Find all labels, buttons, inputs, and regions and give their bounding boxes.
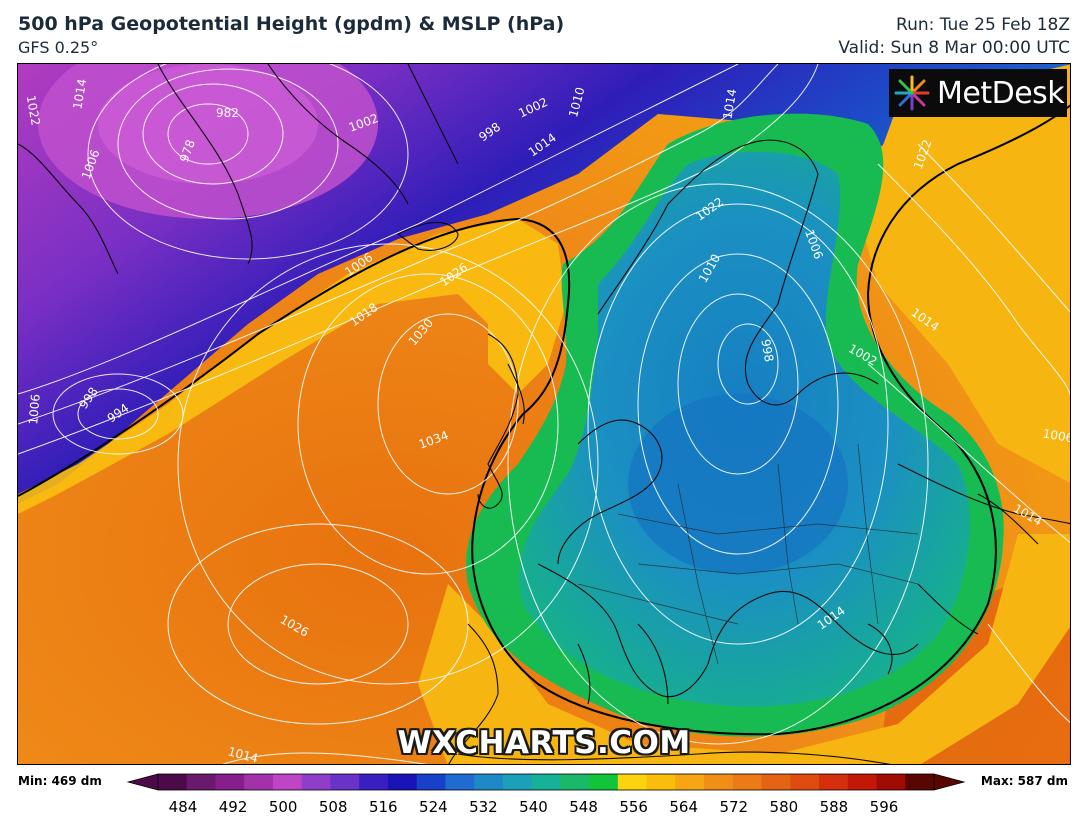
colorbar-swatch	[704, 774, 734, 790]
colorbar-tick-label: 572	[719, 798, 748, 816]
colorbar-swatch	[244, 774, 274, 790]
colorbar-swatch	[761, 774, 791, 790]
isobar-label: 1006	[1042, 426, 1071, 445]
colorbar-tick-label: 580	[770, 798, 799, 816]
colorbar-tick-label: 564	[669, 798, 698, 816]
colorbar-tick-label: 556	[619, 798, 648, 816]
valid-time: Valid: Sun 8 Mar 00:00 UTC	[838, 38, 1070, 58]
colorbar: 484 492 500 508 516 524 532 540 548 556 564 572 580 5…	[126, 773, 966, 816]
colorbar-swatch	[158, 774, 188, 790]
colorbar-swatch	[732, 774, 763, 790]
logo-text: MetDesk	[937, 75, 1065, 111]
colorbar-tick-label: 500	[269, 798, 298, 816]
colorbar-swatch	[445, 774, 475, 790]
colorbar-swatch	[474, 774, 504, 790]
isobar-label: 1014	[70, 78, 89, 111]
colorbar-tick-label: 548	[569, 798, 598, 816]
colorbar-tick-label: 524	[419, 798, 448, 816]
colorbar-border	[157, 773, 935, 791]
isobars	[18, 64, 1070, 764]
colorbar-swatch	[589, 774, 619, 790]
colorbar-swatch	[819, 774, 849, 790]
eastern-ridge-yellow	[858, 64, 1070, 483]
colorbar-swatch	[359, 774, 389, 790]
watermark: WXCHARTS.COM	[397, 725, 691, 761]
colorbar-swatch	[502, 774, 533, 790]
colorbar-swatch	[330, 774, 360, 790]
trough-yellow-rim	[418, 534, 1070, 764]
isobar-label: 1014	[226, 744, 259, 765]
colorbar-swatch	[617, 774, 648, 790]
colorbar-swatch	[531, 774, 561, 790]
colorbar-swatch	[675, 774, 705, 790]
colorbar-swatch	[301, 774, 331, 790]
colorbar-swatch	[387, 774, 418, 790]
colorbar-swatch	[215, 774, 245, 790]
chart-title: 500 hPa Geopotential Height (gpdm) & MSL…	[18, 13, 565, 35]
colorbar-tick-label: 596	[870, 798, 899, 816]
metdesk-burst-icon	[894, 75, 930, 111]
colorbar-swatch	[186, 774, 216, 790]
atlantic-ridge-yellow	[18, 219, 566, 514]
weather-map: 982 978 1022 1014 1006 1002 998 1002 101…	[17, 63, 1071, 765]
metdesk-logo: MetDesk	[889, 69, 1067, 117]
colorbar-swatch	[847, 774, 878, 790]
colorbar-swatch	[646, 774, 676, 790]
isobar-label: 1006	[26, 393, 43, 425]
isobar-label: 1022	[24, 94, 43, 127]
colorbar-tick-label: 532	[469, 798, 498, 816]
colorbar-swatch	[560, 774, 590, 790]
colorbar-swatch	[905, 774, 935, 790]
coastlines	[18, 64, 1070, 764]
isobar-label: 998	[758, 338, 776, 363]
borders	[577, 443, 919, 665]
colorbar-max-arrow	[933, 773, 966, 791]
colorbar-swatch	[876, 774, 906, 790]
isobar-label: 1014	[720, 88, 739, 121]
model-label: GFS 0.25°	[18, 38, 99, 57]
colorbar-swatch	[790, 774, 820, 790]
colorbar-tick-label: 540	[519, 798, 548, 816]
colorbar-tick-label: 508	[319, 798, 348, 816]
colorbar-swatch	[272, 774, 303, 790]
map-canvas: 982 978 1022 1014 1006 1002 998 1002 101…	[18, 64, 1071, 765]
isobar-label: 982	[216, 106, 239, 120]
trough-center	[628, 394, 848, 574]
colorbar-min-arrow	[126, 773, 159, 791]
colorbar-tick-label: 484	[169, 798, 198, 816]
colorbar-max-label: Max: 587 dm	[980, 774, 1068, 788]
colorbar-swatch	[416, 774, 446, 790]
run-time: Run: Tue 25 Feb 18Z	[896, 15, 1070, 35]
colorbar-min-label: Min: 469 dm	[18, 774, 102, 788]
colorbar-tick-label: 516	[369, 798, 398, 816]
colorbar-tick-label: 588	[820, 798, 849, 816]
colorbar-tick-label: 492	[219, 798, 248, 816]
contour-558	[18, 104, 1070, 736]
